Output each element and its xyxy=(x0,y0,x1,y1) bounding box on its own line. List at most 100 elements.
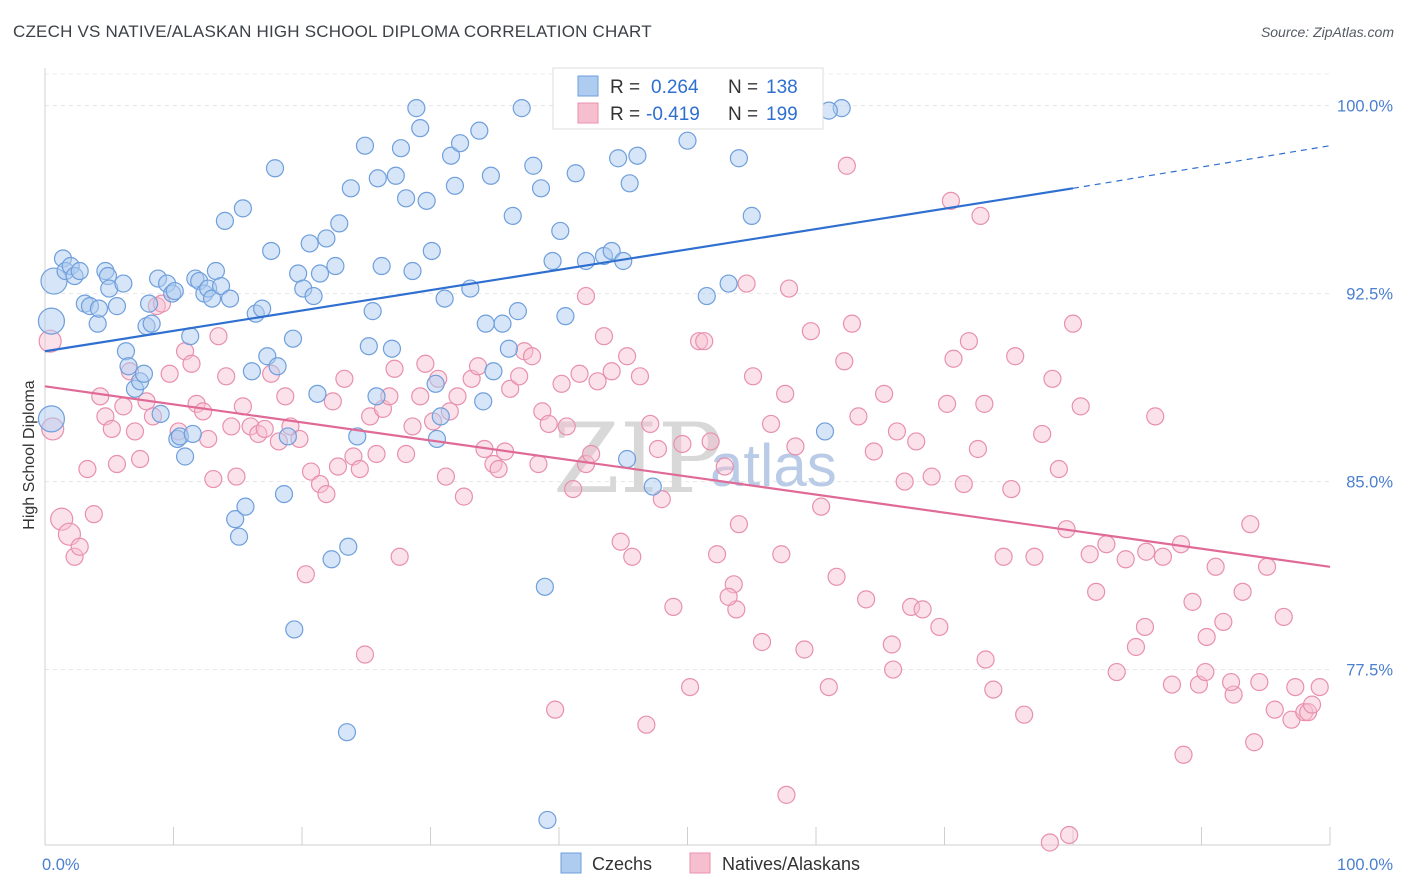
native-point xyxy=(602,362,621,381)
native-point xyxy=(557,417,576,436)
czech-point xyxy=(719,274,738,293)
native-point xyxy=(630,367,650,386)
native-point xyxy=(954,474,973,494)
czech-point xyxy=(242,362,261,381)
czech-point xyxy=(450,134,470,153)
bottom-legend-swatch-native[interactable] xyxy=(689,852,711,874)
native-point xyxy=(883,660,903,679)
czech-point xyxy=(391,139,411,158)
native-point xyxy=(448,387,467,406)
native-point xyxy=(1087,582,1106,601)
native-point xyxy=(355,645,375,664)
native-point xyxy=(637,715,656,734)
native-point xyxy=(930,617,949,637)
czech-point xyxy=(678,131,697,150)
legend-native-r-value: -0.419 xyxy=(646,104,700,125)
bottom-legend-native-label[interactable]: Natives/Alaskans xyxy=(722,854,860,874)
legend-czech-r-label: R = xyxy=(610,77,640,98)
native-point xyxy=(779,279,799,298)
czech-point xyxy=(602,241,621,261)
native-point xyxy=(1060,825,1079,845)
native-point xyxy=(396,444,416,464)
czech-point xyxy=(206,261,226,281)
native-point xyxy=(623,547,642,566)
czech-point xyxy=(431,407,450,426)
native-point xyxy=(1241,515,1260,534)
czech-point xyxy=(229,527,249,546)
bottom-legend-swatch-czech[interactable] xyxy=(560,852,582,874)
czech-point xyxy=(339,537,358,556)
legend-swatch-native xyxy=(577,102,599,124)
y-axis-label: High School Diploma xyxy=(21,380,38,530)
czech-point xyxy=(326,256,345,276)
native-point xyxy=(125,422,145,441)
native-point xyxy=(1174,745,1193,764)
native-point xyxy=(648,439,668,459)
czech-point xyxy=(551,221,570,241)
native-point xyxy=(1197,627,1216,647)
native-point xyxy=(70,537,89,556)
bottom-legend-czech-label[interactable]: Czechs xyxy=(592,854,652,874)
czech-point xyxy=(175,447,195,466)
czech-point xyxy=(422,241,441,261)
czech-point xyxy=(317,229,336,248)
native-point xyxy=(350,459,369,479)
native-point xyxy=(772,545,791,564)
czech-point xyxy=(493,314,512,333)
czech-point xyxy=(417,191,436,210)
native-point xyxy=(436,467,456,486)
x-ticks xyxy=(44,827,1331,845)
native-point xyxy=(301,462,321,481)
native-point xyxy=(1006,347,1025,366)
native-point xyxy=(857,590,876,609)
native-point xyxy=(680,677,700,697)
native-point xyxy=(552,374,571,393)
native-point xyxy=(255,419,274,439)
czech-point xyxy=(411,119,430,138)
native-point xyxy=(1025,547,1044,566)
native-point xyxy=(1071,397,1090,416)
native-point xyxy=(887,422,907,441)
native-point xyxy=(729,515,749,534)
czech-point xyxy=(134,364,154,383)
native-point xyxy=(160,364,179,383)
y-tick-labels: 77.5% 85.0% 92.5% 100.0% xyxy=(1337,98,1393,680)
czech-point xyxy=(119,357,138,376)
y-tick-label: 85.0% xyxy=(1346,474,1393,492)
native-point xyxy=(1153,547,1173,566)
czech-point xyxy=(310,264,330,283)
native-point xyxy=(317,484,336,504)
czech-point xyxy=(236,497,255,516)
native-point xyxy=(454,487,474,506)
czech-point xyxy=(382,339,402,358)
czech-point xyxy=(37,405,66,433)
czech-trend-extension xyxy=(1072,145,1331,189)
czech-point xyxy=(89,299,109,318)
czech-point xyxy=(372,256,391,276)
native-point xyxy=(227,467,246,486)
czech-point xyxy=(543,251,562,271)
czech-point xyxy=(368,169,387,188)
native-point xyxy=(864,442,883,461)
native-point xyxy=(1250,672,1269,692)
native-point xyxy=(937,394,957,413)
czech-point xyxy=(116,342,136,361)
legend-czech-n-label: N = xyxy=(728,77,758,98)
native-point xyxy=(204,469,223,489)
native-point xyxy=(411,387,430,406)
x-tick-label: 100.0% xyxy=(1337,856,1393,874)
czech-point xyxy=(265,159,285,178)
native-point xyxy=(1196,662,1215,682)
native-point xyxy=(743,367,763,386)
native-point xyxy=(922,467,941,486)
native-point xyxy=(652,490,671,509)
native-point xyxy=(78,459,97,479)
czech-point xyxy=(481,166,500,185)
czech-point xyxy=(363,302,382,321)
native-point xyxy=(1137,542,1156,561)
native-point xyxy=(1265,700,1284,719)
native-point xyxy=(102,419,121,439)
czech-point xyxy=(253,299,272,318)
czech-point xyxy=(88,314,107,333)
native-point xyxy=(1033,424,1052,444)
